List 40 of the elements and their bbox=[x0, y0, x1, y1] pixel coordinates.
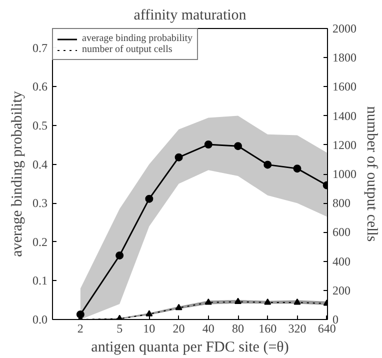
point bbox=[174, 153, 183, 162]
y2-tick-label: 1600 bbox=[332, 80, 356, 94]
legend-label: average binding probability bbox=[82, 33, 193, 44]
y-tick-label: 0.1 bbox=[32, 274, 48, 288]
point bbox=[234, 142, 242, 150]
x-tick-label: 2 bbox=[77, 322, 84, 336]
x-tick-label: 320 bbox=[288, 322, 306, 336]
y2-tick-label: 1800 bbox=[332, 50, 356, 65]
y2-tick-label: 1200 bbox=[332, 138, 356, 152]
y2-tick-label: 1400 bbox=[332, 108, 356, 123]
y2-tick-label: 0 bbox=[332, 312, 338, 326]
y-tick-label: 0.3 bbox=[32, 196, 48, 210]
y2-tick-label: 1000 bbox=[332, 167, 356, 181]
y2-tick-label: 600 bbox=[332, 225, 350, 240]
legend-label: number of output cells bbox=[82, 44, 172, 55]
y2-tick-label: 800 bbox=[332, 196, 350, 210]
chart-title: affinity maturation bbox=[134, 8, 247, 24]
y-tick-label: 0.2 bbox=[32, 234, 48, 249]
y2-tick-label: 200 bbox=[332, 283, 350, 298]
point bbox=[293, 164, 302, 173]
y-tick-label: 0.0 bbox=[32, 312, 48, 326]
point bbox=[116, 251, 124, 260]
x-tick-label: 80 bbox=[232, 322, 244, 336]
y2-tick-label: 400 bbox=[332, 254, 350, 268]
x-tick-label: 40 bbox=[202, 322, 214, 336]
x-axis-title: antigen quanta per FDC site (=θ) bbox=[91, 340, 289, 356]
y-axis-title: average binding probability bbox=[10, 90, 26, 257]
y2-tick-label: 2000 bbox=[332, 22, 356, 36]
y-tick-label: 0.5 bbox=[32, 118, 48, 132]
y-tick-label: 0.7 bbox=[32, 40, 48, 55]
y-tick-label: 0.6 bbox=[32, 80, 48, 94]
point bbox=[145, 194, 154, 203]
x-tick-label: 10 bbox=[143, 322, 156, 336]
y-tick-label: 0.4 bbox=[32, 157, 48, 172]
point bbox=[264, 160, 272, 169]
point bbox=[204, 140, 212, 149]
x-tick-label: 5 bbox=[116, 322, 123, 336]
x-tick-label: 160 bbox=[258, 322, 277, 336]
x-tick-label: 20 bbox=[172, 322, 185, 336]
y2-axis-title: number of output cells bbox=[364, 106, 380, 242]
